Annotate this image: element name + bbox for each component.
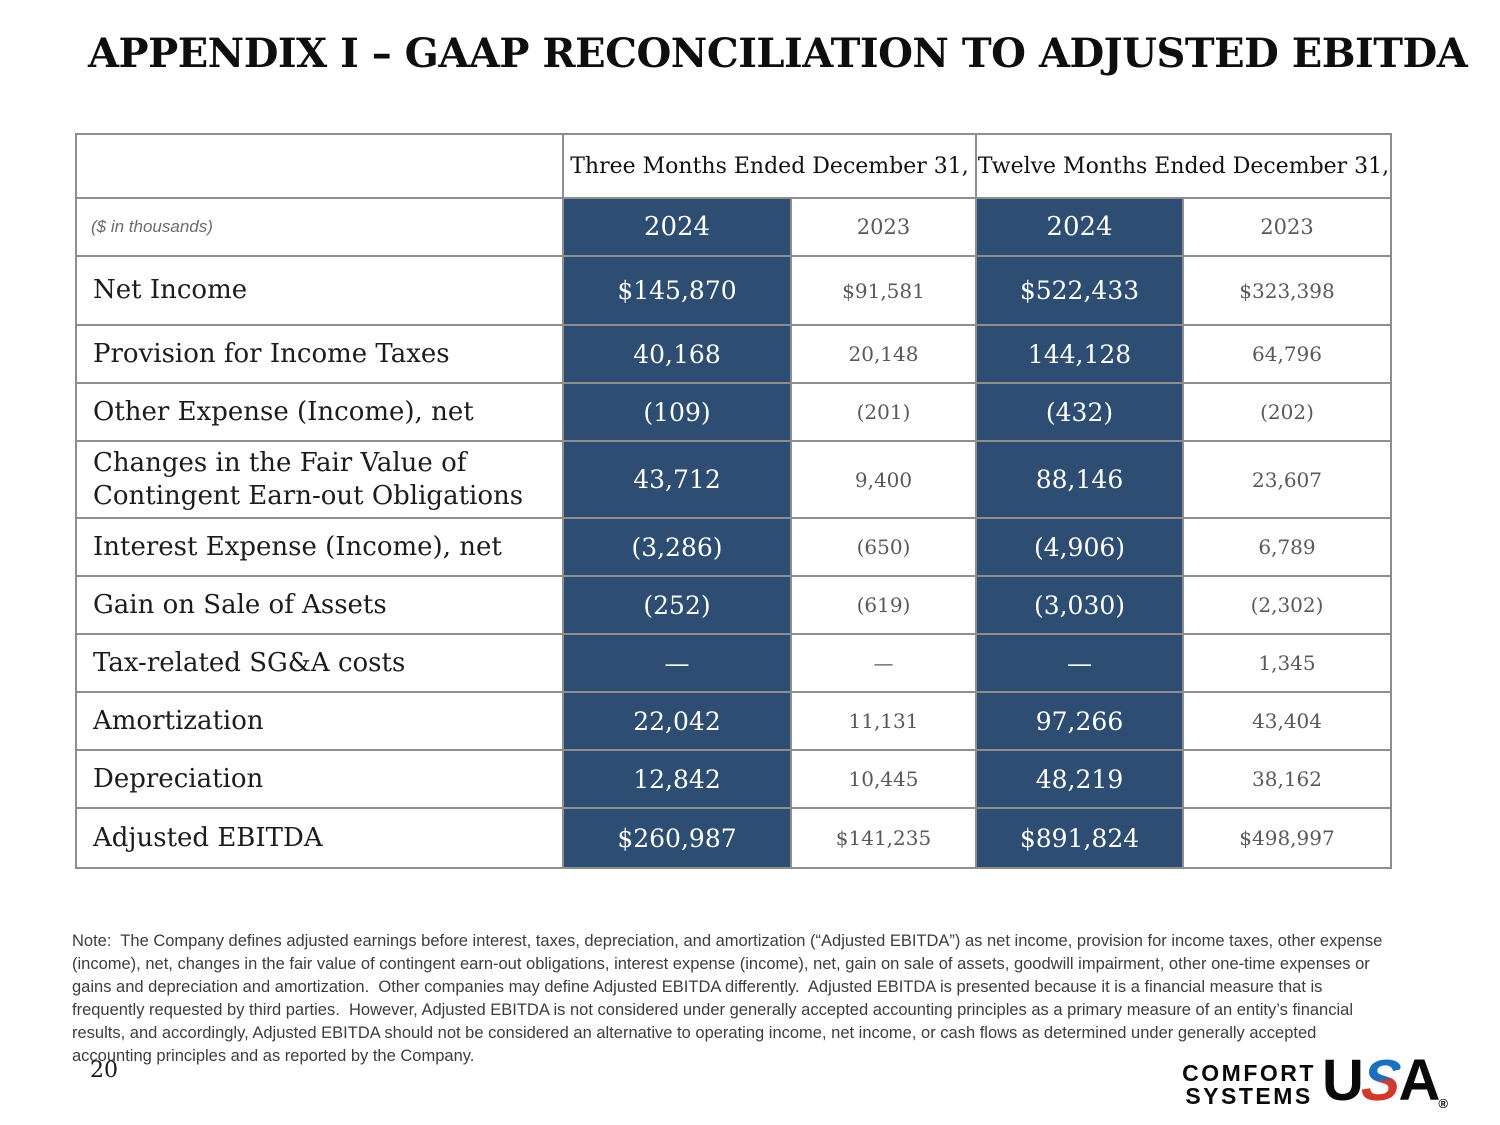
table-row: Changes in the Fair Value of Contingent … bbox=[75, 440, 1393, 519]
table-row: Tax-related SG&A costs — — — 1,345 bbox=[75, 633, 1393, 693]
gaap-reconciliation-table: Three Months Ended December 31, Twelve M… bbox=[75, 133, 1393, 869]
table-year-header-row: ($ in thousands) 2024 2023 2024 2023 bbox=[75, 197, 1393, 257]
value-cell: 6,789 bbox=[1181, 517, 1393, 577]
row-label-text: Changes in the Fair Value of Contingent … bbox=[93, 448, 524, 511]
page-number: 20 bbox=[90, 1058, 118, 1083]
row-label: Changes in the Fair Value of Contingent … bbox=[75, 440, 564, 519]
comfort-systems-usa-logo: COMFORT SYSTEMS USA® bbox=[1182, 1048, 1448, 1113]
value-cell: (252) bbox=[562, 575, 792, 635]
value-cell: 12,842 bbox=[562, 749, 792, 809]
year-header-2023-fy: 2023 bbox=[1181, 197, 1393, 257]
row-label-text: Tax-related SG&A costs bbox=[93, 647, 406, 678]
value-cell: $260,987 bbox=[562, 807, 792, 869]
value-cell: 38,162 bbox=[1181, 749, 1393, 809]
value-cell: (109) bbox=[562, 382, 792, 442]
table-row: Amortization 22,042 11,131 97,266 43,404 bbox=[75, 691, 1393, 751]
value-cell: 9,400 bbox=[790, 440, 977, 519]
value-cell: 11,131 bbox=[790, 691, 977, 751]
value-cell: 1,345 bbox=[1181, 633, 1393, 693]
logo-usa: USA® bbox=[1322, 1048, 1448, 1113]
value-cell: (2,302) bbox=[1181, 575, 1393, 635]
value-cell: — bbox=[562, 633, 792, 693]
group-header-twelve-months: Twelve Months Ended December 31, bbox=[974, 133, 1393, 199]
value-cell: 40,168 bbox=[562, 324, 792, 384]
value-cell: 10,445 bbox=[790, 749, 977, 809]
value-cell: (4,906) bbox=[975, 517, 1184, 577]
logo-wordmark: COMFORT SYSTEMS bbox=[1182, 1054, 1316, 1107]
value-cell: $323,398 bbox=[1181, 255, 1393, 326]
value-cell: — bbox=[790, 633, 977, 693]
row-label: Gain on Sale of Assets bbox=[75, 575, 564, 635]
year-header-2023-q4: 2023 bbox=[790, 197, 977, 257]
year-header-2024-fy: 2024 bbox=[975, 197, 1184, 257]
row-label-text: Provision for Income Taxes bbox=[93, 338, 450, 369]
table-row: Depreciation 12,842 10,445 48,219 38,162 bbox=[75, 749, 1393, 809]
logo-word-systems: SYSTEMS bbox=[1185, 1083, 1313, 1109]
table-row: Interest Expense (Income), net (3,286) (… bbox=[75, 517, 1393, 577]
value-cell: 88,146 bbox=[975, 440, 1184, 519]
value-cell: (3,286) bbox=[562, 517, 792, 577]
footnote: Note: The Company defines adjusted earni… bbox=[72, 932, 1387, 1066]
row-label: Interest Expense (Income), net bbox=[75, 517, 564, 577]
value-cell: 20,148 bbox=[790, 324, 977, 384]
group-header-three-months: Three Months Ended December 31, bbox=[562, 133, 977, 199]
value-cell: 22,042 bbox=[562, 691, 792, 751]
logo-word-comfort: COMFORT bbox=[1182, 1060, 1316, 1087]
value-cell: $91,581 bbox=[790, 255, 977, 326]
empty-header-cell bbox=[75, 133, 564, 199]
value-cell: (432) bbox=[975, 382, 1184, 442]
registered-mark: ® bbox=[1438, 1096, 1448, 1111]
logo-letter-a: A bbox=[1398, 1048, 1441, 1113]
row-label-text: Net Income bbox=[93, 275, 248, 306]
value-cell: 43,404 bbox=[1181, 691, 1393, 751]
row-label-text: Amortization bbox=[93, 705, 264, 736]
swirl-s-icon: S bbox=[1358, 1048, 1402, 1113]
page-title: APPENDIX I – GAAP RECONCILIATION TO ADJU… bbox=[88, 30, 1468, 77]
value-cell: $891,824 bbox=[975, 807, 1184, 869]
row-label-text: Other Expense (Income), net bbox=[93, 396, 474, 427]
logo-letter-u: U bbox=[1321, 1048, 1364, 1113]
value-cell: 48,219 bbox=[975, 749, 1184, 809]
value-cell: 64,796 bbox=[1181, 324, 1393, 384]
row-label-text: Adjusted EBITDA bbox=[93, 822, 323, 853]
value-cell: (619) bbox=[790, 575, 977, 635]
row-label: Other Expense (Income), net bbox=[75, 382, 564, 442]
row-label: Depreciation bbox=[75, 749, 564, 809]
value-cell: $498,997 bbox=[1181, 807, 1393, 869]
table-row: Provision for Income Taxes 40,168 20,148… bbox=[75, 324, 1393, 384]
value-cell: $522,433 bbox=[975, 255, 1184, 326]
row-label: Tax-related SG&A costs bbox=[75, 633, 564, 693]
row-label: Net Income bbox=[75, 255, 564, 326]
year-header-2024-q4: 2024 bbox=[562, 197, 792, 257]
row-label-text: Interest Expense (Income), net bbox=[93, 531, 502, 562]
value-cell: (650) bbox=[790, 517, 977, 577]
table-row: Adjusted EBITDA $260,987 $141,235 $891,8… bbox=[75, 807, 1393, 869]
row-label: Provision for Income Taxes bbox=[75, 324, 564, 384]
row-label: Amortization bbox=[75, 691, 564, 751]
table-group-header-row: Three Months Ended December 31, Twelve M… bbox=[75, 133, 1393, 199]
value-cell: $145,870 bbox=[562, 255, 792, 326]
row-label: Adjusted EBITDA bbox=[75, 807, 564, 869]
table-row: Other Expense (Income), net (109) (201) … bbox=[75, 382, 1393, 442]
value-cell: 144,128 bbox=[975, 324, 1184, 384]
value-cell: 23,607 bbox=[1181, 440, 1393, 519]
value-cell: (3,030) bbox=[975, 575, 1184, 635]
value-cell: $141,235 bbox=[790, 807, 977, 869]
table-row: Gain on Sale of Assets (252) (619) (3,03… bbox=[75, 575, 1393, 635]
value-cell: 43,712 bbox=[562, 440, 792, 519]
value-cell: (202) bbox=[1181, 382, 1393, 442]
row-label-text: Depreciation bbox=[93, 763, 264, 794]
value-cell: — bbox=[975, 633, 1184, 693]
table-row: Net Income $145,870 $91,581 $522,433 $32… bbox=[75, 255, 1393, 326]
value-cell: 97,266 bbox=[975, 691, 1184, 751]
units-label: ($ in thousands) bbox=[75, 197, 564, 257]
value-cell: (201) bbox=[790, 382, 977, 442]
row-label-text: Gain on Sale of Assets bbox=[93, 589, 387, 620]
